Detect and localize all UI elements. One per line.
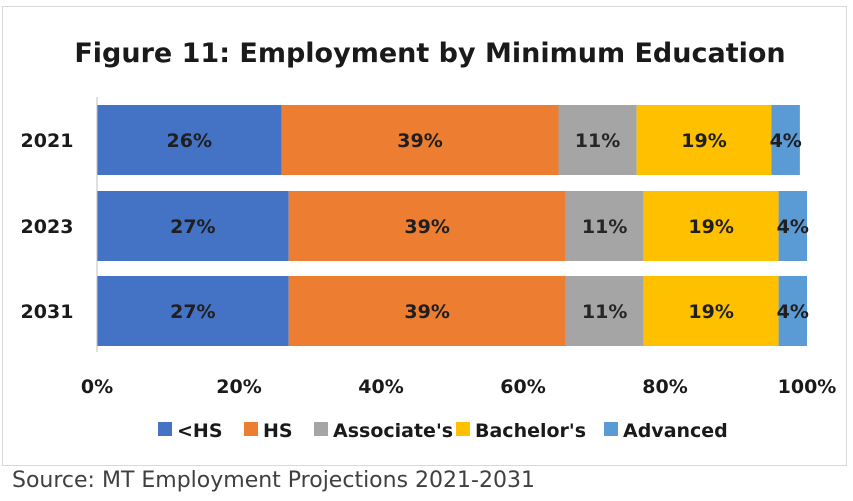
- data-label: 4%: [777, 216, 809, 238]
- bar-segment: [288, 191, 566, 261]
- bar-segment: [97, 191, 289, 261]
- bar-segment: [778, 276, 807, 346]
- bars-group: 26% 39% 11% 19% 4% 27% 39% 11% 19% 4% 27% 39% 11% 19%…: [97, 105, 809, 346]
- category-label: 2031: [21, 301, 74, 323]
- x-tick-label: 100%: [778, 376, 837, 398]
- data-label: 39%: [397, 130, 442, 152]
- category-label: 2021: [21, 130, 74, 152]
- category-labels: 2021 2023 2031: [21, 130, 74, 323]
- data-label: 39%: [404, 301, 449, 323]
- data-label: 4%: [777, 301, 809, 323]
- bar-segment: [636, 105, 772, 175]
- data-label: 11%: [575, 130, 620, 152]
- chart-title: Figure 11: Employment by Minimum Educati…: [74, 38, 785, 69]
- x-tick-label: 0%: [81, 376, 113, 398]
- bar-segment: [565, 191, 644, 261]
- data-label: 4%: [770, 130, 802, 152]
- bar-segment: [565, 276, 644, 346]
- x-tick-label: 40%: [358, 376, 403, 398]
- legend-swatch: [314, 422, 328, 436]
- data-label: 27%: [170, 216, 215, 238]
- legend-swatch: [158, 422, 172, 436]
- data-label: 39%: [404, 216, 449, 238]
- data-label: 19%: [688, 301, 733, 323]
- data-label: 27%: [170, 301, 215, 323]
- source-note: Source: MT Employment Projections 2021-2…: [12, 468, 535, 493]
- legend-label: Bachelor's: [475, 420, 586, 442]
- data-label: 11%: [582, 216, 627, 238]
- bar-segment: [288, 276, 566, 346]
- bar-segment: [558, 105, 637, 175]
- data-label: 26%: [167, 130, 212, 152]
- legend-label: HS: [263, 420, 293, 442]
- bar-segment: [281, 105, 559, 175]
- data-label: 19%: [688, 216, 733, 238]
- bar-segment: [643, 191, 779, 261]
- bar-segment: [97, 105, 282, 175]
- legend-label: Associate's: [333, 420, 453, 442]
- legend: <HS HS Associate's Bachelor's Advanced: [158, 420, 728, 442]
- bar-segment: [771, 105, 800, 175]
- x-axis-ticks: 0% 20% 40% 60% 80% 100%: [81, 97, 836, 398]
- data-label: 11%: [582, 301, 627, 323]
- legend-swatch: [244, 422, 258, 436]
- legend-label: Advanced: [623, 420, 728, 442]
- x-tick-label: 60%: [500, 376, 545, 398]
- x-tick-label: 80%: [642, 376, 687, 398]
- legend-swatch: [604, 422, 618, 436]
- bar-segment: [97, 276, 289, 346]
- bar-segment: [778, 191, 807, 261]
- bar-segment: [643, 276, 779, 346]
- legend-label: <HS: [177, 420, 223, 442]
- data-label: 19%: [681, 130, 726, 152]
- category-label: 2023: [21, 216, 74, 238]
- legend-swatch: [456, 422, 470, 436]
- x-tick-label: 20%: [216, 376, 261, 398]
